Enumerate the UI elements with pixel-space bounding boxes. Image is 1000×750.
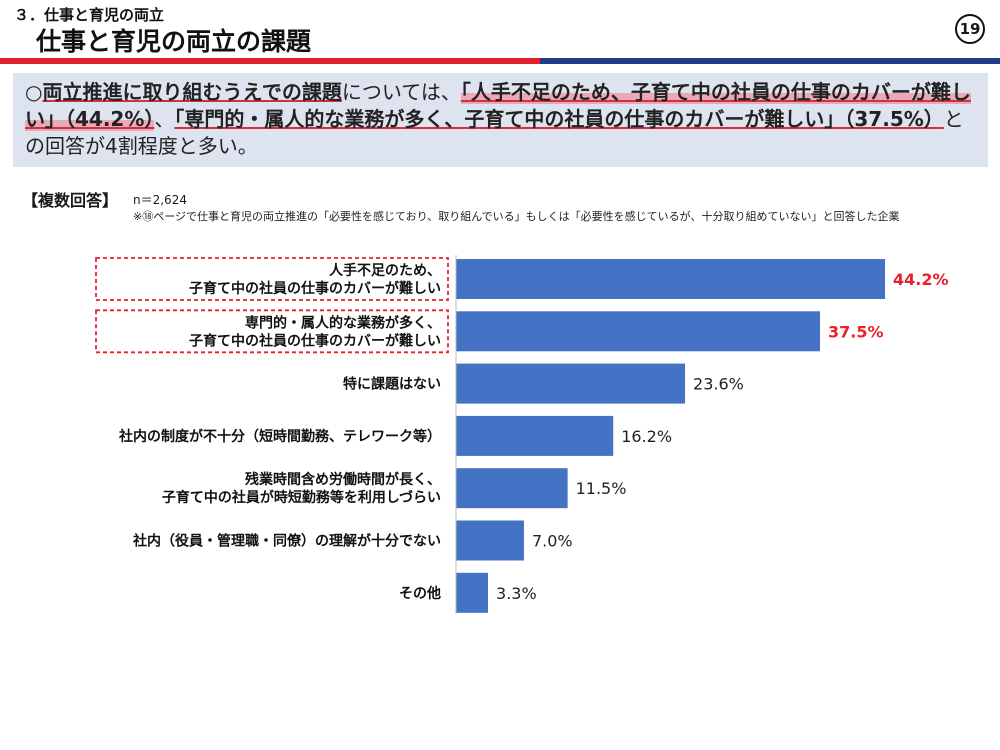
bar-4 bbox=[456, 415, 614, 456]
bar-3 bbox=[456, 363, 686, 404]
summary-connector: については、 bbox=[341, 80, 461, 104]
bar-5 bbox=[456, 468, 568, 509]
summary-conclusion: との回答が4割程度と多い。 bbox=[25, 107, 964, 158]
bar-7 bbox=[456, 572, 489, 613]
footnote: ※⑱ページで仕事と育児の両立推進の「必要性を感じており、取り組んでいる」もしくは… bbox=[133, 210, 900, 223]
summary-topic: 両立推進に取り組むうえでの課題 bbox=[42, 80, 342, 104]
sample-size: n＝2,624 bbox=[133, 193, 187, 207]
summary-separator: 、 bbox=[154, 107, 175, 131]
page-number: 19 bbox=[955, 14, 985, 44]
category-label-6: 社内（役員・管理職・同僚）の理解が十分でない bbox=[132, 533, 441, 550]
summary-box: ○両立推進に取り組むうえでの課題については、「人手不足のため、子育て中の社員の仕… bbox=[13, 73, 988, 167]
category-label-7: その他 bbox=[399, 585, 441, 602]
category-label-1: 人手不足のため、子育て中の社員の仕事のカバーが難しい bbox=[189, 262, 441, 297]
page-title: 仕事と育児の両立の課題 bbox=[36, 27, 312, 56]
category-label-4: 社内の制度が不十分（短時間勤務、テレワーク等） bbox=[118, 428, 441, 445]
value-label-2: 37.5% bbox=[828, 322, 884, 341]
bar-1 bbox=[456, 259, 885, 299]
category-label-5: 残業時間含め労働時間が長く、子育て中の社員が時短勤務等を利用しづらい bbox=[162, 471, 441, 506]
highlight-box-1 bbox=[95, 257, 449, 301]
bar-6 bbox=[456, 520, 524, 561]
answer-type-label: 【複数回答】 bbox=[22, 191, 119, 210]
section-label: ３．仕事と育児の両立 bbox=[14, 6, 165, 24]
value-label-6: 7.0% bbox=[532, 532, 573, 551]
header-accent-bar-blue bbox=[540, 58, 1000, 64]
value-label-1: 44.2% bbox=[893, 270, 949, 289]
bar-2 bbox=[456, 311, 820, 352]
value-label-4: 16.2% bbox=[621, 427, 672, 446]
summary-text: ○両立推進に取り組むうえでの課題については、「人手不足のため、子育て中の社員の仕… bbox=[25, 79, 975, 160]
category-label-2: 専門的・属人的な業務が多く、子育て中の社員の仕事のカバーが難しい bbox=[189, 314, 441, 349]
value-label-7: 3.3% bbox=[496, 584, 537, 603]
value-label-3: 23.6% bbox=[693, 375, 744, 394]
header-accent-bar-red bbox=[0, 58, 540, 64]
value-label-5: 11.5% bbox=[576, 479, 627, 498]
summary-bullet: ○ bbox=[25, 80, 43, 104]
category-label-3: 特に課題はない bbox=[343, 376, 441, 393]
highlight-box-2 bbox=[95, 309, 449, 354]
summary-finding-2: 「専門的・属人的な業務が多く、子育て中の社員の仕事のカバーが難しい」（37.5%… bbox=[174, 107, 944, 131]
